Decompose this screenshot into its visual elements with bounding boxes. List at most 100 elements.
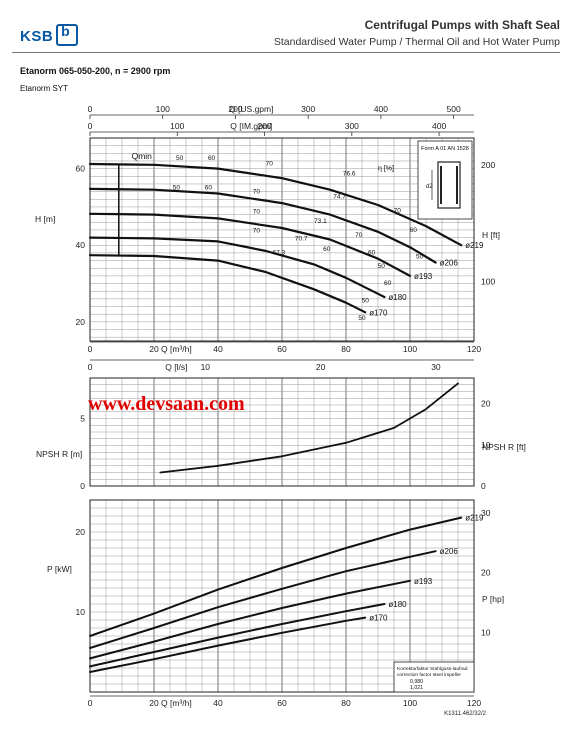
flow-m3h-axis-bottom-tick-label: 40 [213, 698, 223, 708]
impeller-diameter-label: ø193 [414, 272, 433, 281]
impeller-diameter-label: ø219 [465, 514, 484, 523]
top-axis-tick-label: 300 [345, 121, 359, 131]
y2-axis-label: NPSH R [ft] [482, 442, 526, 452]
flow-ls-axis-tick-label: 20 [316, 362, 326, 372]
efficiency-label: 50 [362, 298, 370, 305]
head-curve [88, 236, 386, 299]
impeller-diameter-label: ø193 [414, 577, 433, 586]
page-subtitle: Standardised Water Pump / Thermal Oil an… [273, 36, 560, 48]
efficiency-label: 50 [378, 263, 386, 270]
top-axis-label: Q [US.gpm] [229, 104, 273, 114]
impeller-diameter-label: ø180 [388, 293, 407, 302]
efficiency-label: 70 [266, 161, 274, 168]
head-curve [88, 254, 367, 314]
impeller-diameter-label: ø219 [465, 241, 484, 250]
flow-m3h-axis-bottom-tick-label: 120 [467, 698, 481, 708]
efficiency-label: 70 [253, 208, 261, 215]
y-axis-tick-label: 20 [76, 527, 86, 537]
plot-frame [89, 377, 475, 487]
flow-m3h-axis-tick-label: 120 [467, 344, 481, 354]
flow-m3h-axis-bottom-tick-label: 80 [341, 698, 351, 708]
head-curve [88, 162, 463, 247]
correction-factor-value: 1,021 [410, 685, 423, 691]
y-axis-tick-label: 10 [76, 607, 86, 617]
qmin-label: Qmin [132, 151, 153, 161]
top-axis-tick-label: 200 [257, 121, 271, 131]
top-axis-tick-label: 200 [228, 104, 242, 114]
y2-axis-tick-label: 30 [481, 508, 491, 518]
efficiency-label: 50 [358, 315, 366, 322]
watermark: www.devsaan.com [88, 393, 245, 415]
efficiency-label: 70 [253, 228, 261, 235]
top-axis-tick-label: 0 [88, 121, 93, 131]
efficiency-label: 76.6 [343, 171, 356, 178]
efficiency-label: 60 [208, 155, 216, 162]
impeller-diameter-label: ø170 [369, 308, 388, 317]
correction-factor-text: correction factor steel impeller [397, 672, 461, 678]
flow-m3h-axis-tick-label: 80 [341, 344, 351, 354]
top-axis-tick-label: 0 [88, 104, 93, 114]
efficiency-label: 67.3 [272, 249, 285, 256]
efficiency-label: 73.1 [314, 218, 327, 225]
brand-icon: b [56, 23, 79, 46]
correction-factor-box [393, 661, 475, 693]
top-axis-tick-label: 400 [374, 104, 388, 114]
top-axis-tick-label: 300 [301, 104, 315, 114]
efficiency-label: 70 [394, 208, 402, 215]
efficiency-label: 70 [253, 189, 261, 196]
head-curve [88, 212, 412, 277]
impeller-diameter-label: ø206 [440, 258, 459, 267]
efficiency-label: 60 [205, 184, 213, 191]
y2-axis-tick-label: 20 [481, 568, 491, 578]
flow-m3h-axis-bottom-label: Q [m³/h] [161, 698, 192, 708]
top-axis-tick-label: 500 [447, 104, 461, 114]
y2-axis-tick-label: 0 [481, 481, 486, 491]
flow-ls-axis-tick-label: 0 [88, 362, 93, 372]
page-title: Centrifugal Pumps with Shaft Seal [364, 18, 560, 32]
y-axis-label: P [kW] [47, 564, 72, 574]
y-axis-tick-label: 40 [76, 240, 86, 250]
flow-m3h-axis-tick-label: 60 [277, 344, 287, 354]
flow-m3h-axis-tick-label: 100 [403, 344, 417, 354]
top-axis-tick-label: 400 [432, 121, 446, 131]
flow-m3h-axis-bottom-tick-label: 100 [403, 698, 417, 708]
y2-axis-tick-label: 100 [481, 277, 495, 287]
plot-frame [89, 499, 475, 693]
efficiency-label: 70.7 [295, 236, 308, 243]
flow-ls-axis-tick-label: 10 [201, 362, 211, 372]
correction-factor-text: Korrekturfaktor Stahlguss-laufrad [397, 666, 468, 672]
power-curve [89, 550, 437, 649]
impeller-diameter-label: ø206 [440, 547, 459, 556]
correction-factor-value: 0,980 [410, 679, 423, 685]
y2-axis-label: H [ft] [482, 230, 500, 240]
power-curve [89, 516, 463, 637]
y2-axis-tick-label: 200 [481, 160, 495, 170]
impeller-diameter-label: ø180 [388, 600, 407, 609]
flow-m3h-axis-tick-label: 20 [149, 344, 159, 354]
flow-ls-axis-label: Q [l/s] [165, 362, 187, 372]
flow-m3h-axis-bottom-tick-label: 20 [149, 698, 159, 708]
y-axis-label: NPSH R [m] [36, 449, 82, 459]
efficiency-axis-label: η [%] [378, 166, 394, 173]
flow-m3h-axis-tick-label: 0 [88, 344, 93, 354]
y2-axis-tick-label: 20 [481, 399, 491, 409]
plot-frame [89, 137, 475, 342]
impeller-inset-frame [417, 140, 473, 220]
efficiency-label: 60 [323, 246, 331, 253]
pump-model: Etanorm 065-050-200, n = 2900 rpm [20, 66, 171, 76]
top-axis-tick-label: 100 [156, 104, 170, 114]
y-axis-tick-label: 20 [76, 317, 86, 327]
flow-m3h-axis-tick-label: 40 [213, 344, 223, 354]
impeller-sketch [437, 161, 461, 209]
efficiency-label: 50 [176, 155, 184, 162]
y2-axis-label: P [hp] [482, 594, 504, 604]
head-curve [88, 187, 437, 264]
efficiency-label: 50 [416, 254, 424, 261]
figure-code: K1311.462/32/2 [444, 711, 487, 717]
y-axis-label: H [m] [35, 214, 55, 224]
npsh-curve [159, 382, 459, 474]
brand-name: KSB [20, 28, 54, 45]
efficiency-label: 50 [173, 184, 181, 191]
efficiency-label: 60 [368, 249, 376, 256]
